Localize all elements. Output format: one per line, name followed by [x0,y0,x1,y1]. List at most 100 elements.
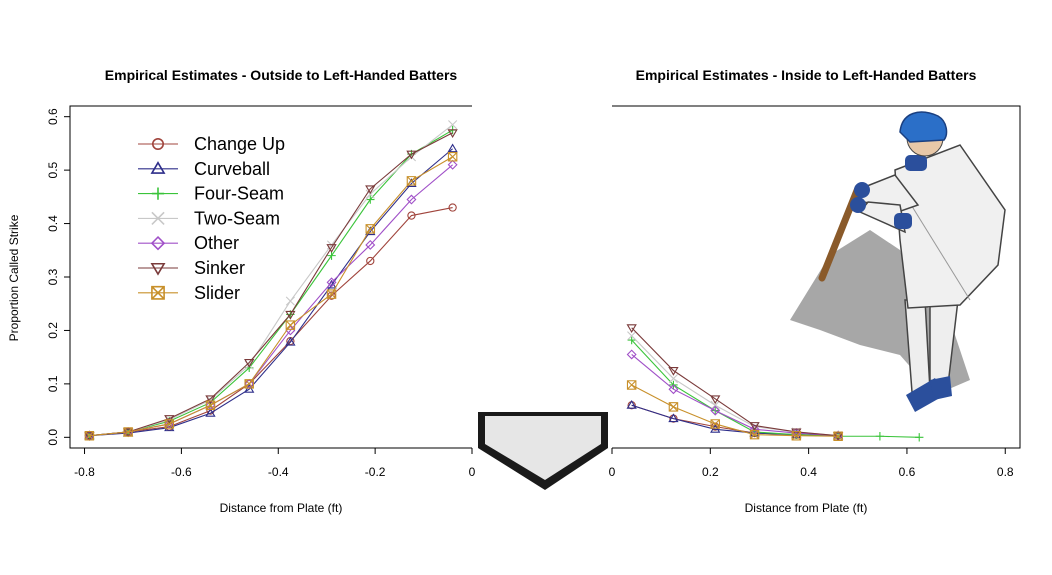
data-point-sinker [668,367,679,376]
series-line-sinker [89,132,453,437]
legend-label-slider: Slider [194,283,240,303]
data-point-other [365,239,376,250]
home-plate-graphic [478,412,608,490]
data-point-change-up [711,422,720,431]
plot-frame [612,105,1021,449]
legend-label-other: Other [194,233,239,253]
legend-marker-curveball [150,161,166,174]
legend-label-change-up: Change Up [194,134,285,154]
chart-title-right: Empirical Estimates - Inside to Left-Han… [636,67,977,83]
data-point-slider [365,224,376,234]
data-point-four-seam [875,432,885,441]
x-tick-label: 0.4 [800,465,817,479]
series-line-change-up [89,206,453,437]
series-line-four-seam [89,129,453,437]
data-point-slider [791,430,802,441]
data-point-slider [447,152,458,162]
data-point-slider [833,431,843,441]
series-line-slider [89,156,453,437]
data-point-sinker [84,432,95,441]
series-line-four-seam [631,339,920,438]
y-tick-label: 0.6 [46,108,60,125]
data-point-sinker [791,428,802,438]
legend-marker-two-seam [151,211,165,226]
legend-marker-sinker [150,262,166,276]
data-point-sinker [626,324,637,334]
x-tick-label: 0 [609,465,616,479]
y-tick-label: 0.5 [46,161,60,178]
y-tick-label: 0.0 [46,429,60,446]
y-tick-label: 0.4 [46,215,60,232]
data-point-sinker [710,395,721,405]
series-line-two-seam [89,124,453,437]
data-point-change-up [366,256,375,266]
data-point-slider [164,419,175,429]
right-plot-panel: 0 0.2 0.4 0.6 0.8 [609,105,1021,479]
data-point-other [326,277,337,288]
data-point-sinker [326,244,337,253]
data-point-curveball [447,143,458,153]
data-point-two-seam [710,400,720,410]
legend-marker-slider [151,285,165,300]
data-point-curveball [285,336,296,346]
y-tick-label: 0.3 [46,268,60,285]
y-tick-label: 0.1 [46,375,60,392]
x-tick-label: 0 [469,465,476,479]
data-point-two-seam [668,373,679,384]
legend-label-four-seam: Four-Seam [194,184,284,204]
series-line-slider [631,384,839,437]
legend-marker-other [150,235,166,251]
data-point-two-seam [448,120,458,130]
data-point-other [447,159,458,170]
x-tick-label: -0.2 [365,465,386,479]
data-point-sinker [244,359,255,368]
data-point-change-up [407,211,416,220]
series-line-sinker [631,327,839,437]
series-line-other [631,354,839,437]
batter-illustration [790,111,1006,412]
data-point-slider [205,400,216,410]
data-point-other [749,424,760,435]
legend-marker-change-up [151,137,165,151]
series-line-curveball [89,148,453,437]
data-point-change-up [327,291,336,300]
data-point-slider [749,429,760,440]
legend-label-two-seam: Two-Seam [194,208,280,228]
x-axis-label-left: Distance from Plate (ft) [220,501,343,515]
data-point-slider [285,320,296,330]
x-tick-label: -0.4 [268,465,289,479]
legend-label-sinker: Sinker [194,258,245,278]
data-point-curveball [164,422,175,432]
data-point-slider [668,402,679,412]
data-point-four-seam [915,433,924,442]
data-point-two-seam [627,331,637,341]
data-point-slider [406,176,417,186]
x-tick-label: -0.8 [74,465,95,479]
legend-marker-four-seam [151,187,165,200]
data-point-four-seam [627,335,636,345]
data-point-sinker [406,150,417,160]
data-point-sinker [749,422,760,431]
data-point-four-seam [366,195,375,204]
data-point-sinker [365,185,376,195]
data-point-curveball [626,399,637,409]
legend-label-curveball: Curveball [194,159,270,179]
data-point-two-seam [285,296,295,306]
x-tick-label: -0.6 [171,465,192,479]
x-axis-label-right: Distance from Plate (ft) [745,501,868,515]
data-point-slider [244,379,254,389]
data-point-other [626,349,637,360]
data-point-change-up [448,203,457,212]
data-point-slider [326,289,337,299]
x-tick-label: 0.6 [899,465,916,479]
data-point-slider [84,430,95,441]
x-tick-label: 0.2 [702,465,719,479]
x-tick-label: 0.8 [997,465,1014,479]
y-axis-label: Proportion Called Strike [7,214,21,341]
data-point-slider [710,419,720,429]
data-point-other [710,405,721,416]
data-point-curveball [205,407,216,417]
y-tick-label: 0.2 [46,322,60,339]
data-point-two-seam [365,189,375,199]
